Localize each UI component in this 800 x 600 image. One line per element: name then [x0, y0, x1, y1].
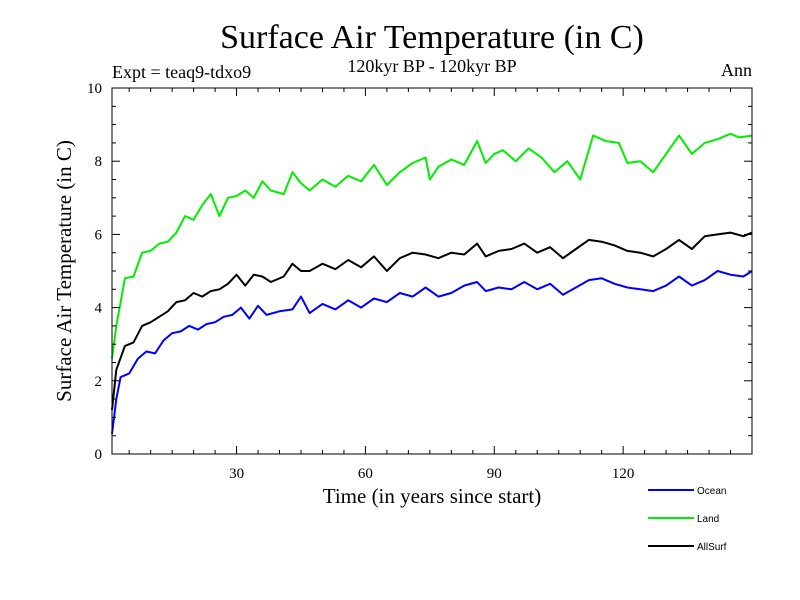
y-tick-label: 10 — [87, 81, 102, 97]
y-axis-label: Surface Air Temperature (in C) — [52, 140, 76, 402]
legend-label-allsurf: AllSurf — [697, 542, 727, 553]
x-axis-label: Time (in years since start) — [323, 484, 542, 508]
y-tick-label: 4 — [95, 301, 103, 317]
x-tick-label: 90 — [487, 466, 502, 482]
y-tick-label: 0 — [95, 447, 103, 463]
legend: Ocean Land AllSurf — [648, 486, 727, 553]
legend-label-ocean: Ocean — [697, 486, 726, 497]
x-tick-label: 120 — [612, 466, 635, 482]
x-tick-label: 30 — [229, 466, 244, 482]
period-label: Ann — [721, 60, 752, 80]
y-tick-label: 2 — [95, 374, 103, 390]
series-line-ocean — [111, 270, 753, 435]
chart-subtitle: 120kyr BP - 120kyr BP — [347, 56, 516, 76]
legend-label-land: Land — [697, 514, 719, 525]
plot-lines — [111, 132, 753, 435]
axes: 0 2 4 6 8 10 30 60 90 120 — [87, 81, 753, 482]
series-line-allsurf — [111, 231, 753, 411]
y-tick-label: 8 — [95, 154, 103, 170]
series-line-land — [111, 132, 753, 359]
plot-frame — [111, 87, 753, 455]
chart-title: Surface Air Temperature (in C) — [220, 19, 644, 56]
experiment-label: Expt = teaq9-tdxo9 — [112, 62, 251, 82]
y-tick-label: 6 — [95, 227, 103, 243]
x-tick-label: 60 — [358, 466, 373, 482]
